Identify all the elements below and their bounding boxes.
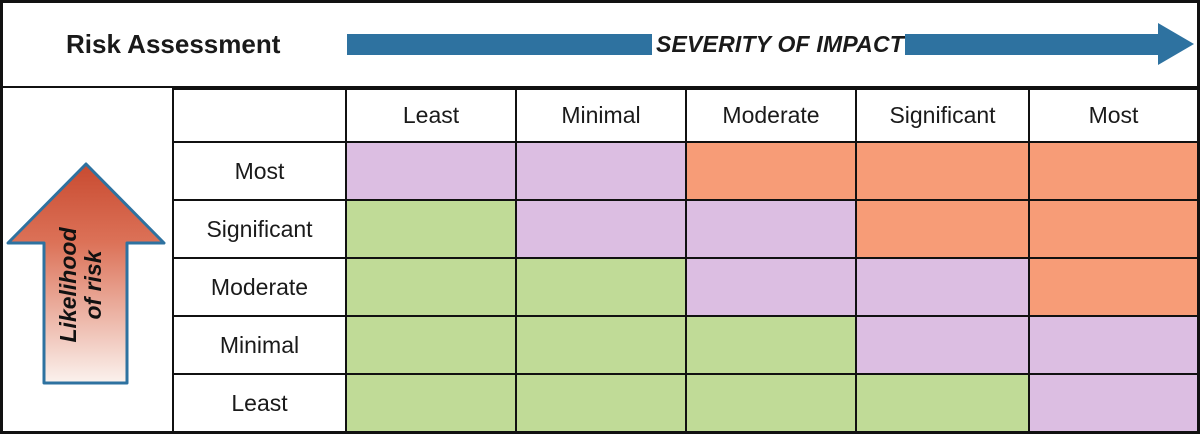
page-title: Risk Assessment xyxy=(66,29,281,59)
column-header-significant: Significant xyxy=(855,88,1030,143)
likelihood-up-arrow-icon xyxy=(6,162,166,385)
likelihood-of-risk-label: Likelihood of risk xyxy=(49,175,113,395)
corner-empty-cell xyxy=(172,88,347,143)
risk-cell-least-least xyxy=(345,373,517,431)
risk-cell-significant-least xyxy=(345,199,517,259)
row-header-significant: Significant xyxy=(172,199,347,259)
matrix-row-most: Most xyxy=(172,141,1197,201)
risk-cell-moderate-moderate xyxy=(685,257,857,317)
likelihood-label-line1: Likelihood xyxy=(54,227,81,343)
matrix-row-significant: Significant xyxy=(172,199,1197,259)
risk-cell-most-minimal xyxy=(515,141,687,201)
figure-header: Risk Assessment SEVERITY OF IMPACT xyxy=(3,3,1197,88)
column-header-most: Most xyxy=(1028,88,1197,143)
column-header-minimal: Minimal xyxy=(515,88,687,143)
severity-of-impact-label: SEVERITY OF IMPACT xyxy=(655,31,905,57)
risk-cell-significant-minimal xyxy=(515,199,687,259)
risk-cell-minimal-minimal xyxy=(515,315,687,375)
matrix-row-minimal: Minimal xyxy=(172,315,1197,375)
risk-cell-most-significant xyxy=(855,141,1030,201)
risk-cell-least-most xyxy=(1028,373,1197,431)
risk-cell-minimal-significant xyxy=(855,315,1030,375)
up-arrow-shape xyxy=(6,162,166,385)
risk-cell-least-moderate xyxy=(685,373,857,431)
likelihood-label-line2: of risk xyxy=(80,250,106,320)
risk-cell-significant-significant xyxy=(855,199,1030,259)
risk-cell-moderate-significant xyxy=(855,257,1030,317)
risk-cell-significant-most xyxy=(1028,199,1197,259)
risk-cell-moderate-least xyxy=(345,257,517,317)
row-header-least: Least xyxy=(172,373,347,431)
risk-cell-moderate-most xyxy=(1028,257,1197,317)
column-header-least: Least xyxy=(345,88,517,143)
matrix-row-moderate: Moderate xyxy=(172,257,1197,317)
column-header-row: Least Minimal Moderate Significant Most xyxy=(172,88,1197,143)
risk-cell-moderate-minimal xyxy=(515,257,687,317)
column-header-moderate: Moderate xyxy=(685,88,857,143)
risk-cell-minimal-most xyxy=(1028,315,1197,375)
risk-cell-most-most xyxy=(1028,141,1197,201)
row-header-most: Most xyxy=(172,141,347,201)
matrix-row-least: Least xyxy=(172,373,1197,431)
risk-cell-most-moderate xyxy=(685,141,857,201)
right-arrowhead-icon xyxy=(1158,23,1194,65)
row-header-moderate: Moderate xyxy=(172,257,347,317)
risk-cell-minimal-least xyxy=(345,315,517,375)
risk-cell-least-minimal xyxy=(515,373,687,431)
risk-cell-least-significant xyxy=(855,373,1030,431)
severity-arrow-bar-left xyxy=(347,34,652,55)
risk-matrix-table: Least Minimal Moderate Significant Most Most… xyxy=(172,88,1197,431)
risk-cell-most-least xyxy=(345,141,517,201)
severity-arrow-bar-right xyxy=(905,34,1158,55)
row-header-minimal: Minimal xyxy=(172,315,347,375)
figure-body: Likelihood of risk Least Minimal Moderate S… xyxy=(3,88,1197,431)
likelihood-axis: Likelihood of risk xyxy=(3,88,172,431)
risk-cell-minimal-moderate xyxy=(685,315,857,375)
risk-cell-significant-moderate xyxy=(685,199,857,259)
